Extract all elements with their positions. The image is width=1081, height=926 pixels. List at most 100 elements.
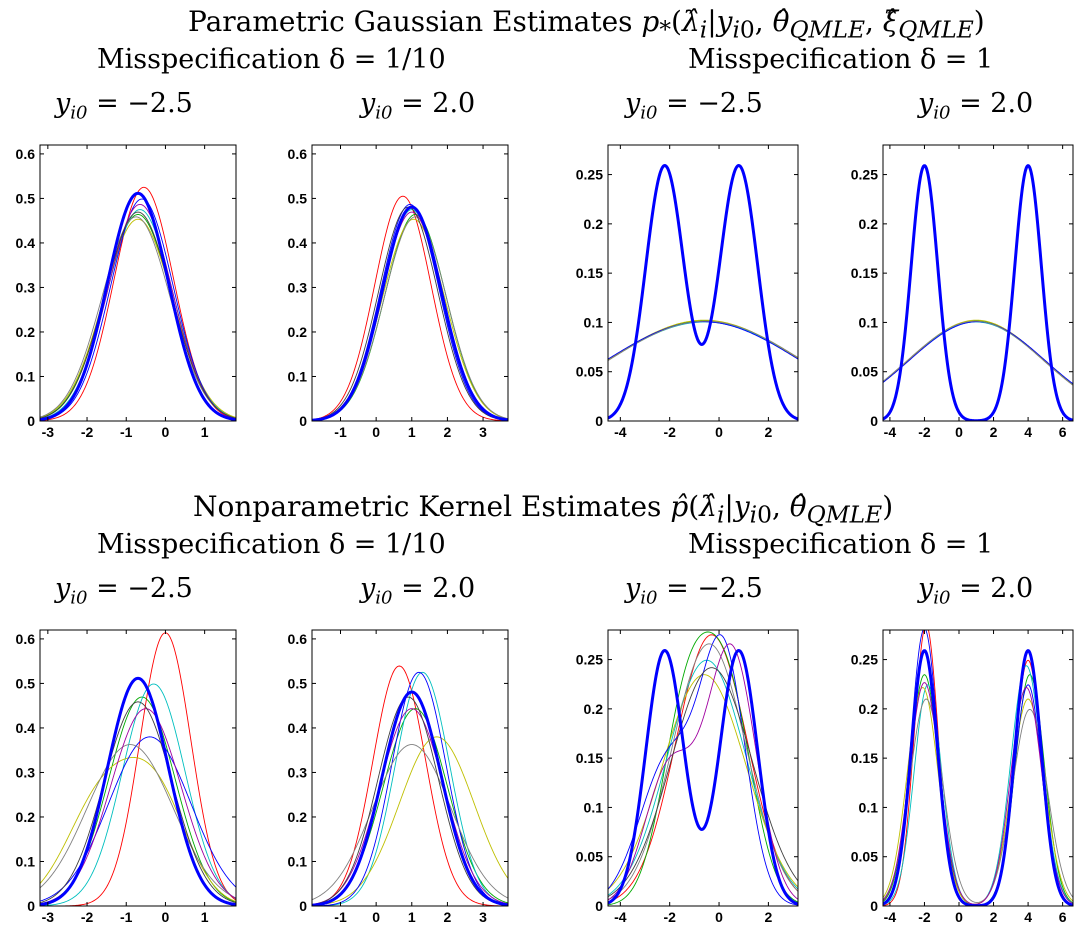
estimate-curve-6 bbox=[312, 216, 508, 421]
x-tick-label: 1 bbox=[201, 909, 209, 925]
y-tick-label: 0.3 bbox=[16, 764, 36, 780]
estimate-curve-4 bbox=[883, 319, 1073, 386]
estimate-curve-1 bbox=[40, 186, 236, 421]
axes-frame bbox=[39, 629, 237, 907]
panel-5: -3 -2 -1 0 1 0 0.1 0.2 0.3 0.4 0.5 0.6 bbox=[16, 629, 237, 925]
estimate-curve-3 bbox=[883, 321, 1073, 385]
x-tick-label: 1 bbox=[408, 909, 416, 925]
y-tick-label: 0 bbox=[27, 413, 35, 429]
true-density-curve bbox=[608, 649, 798, 906]
y-tick-label: 0.4 bbox=[16, 235, 36, 251]
estimate-curve-5 bbox=[883, 321, 1073, 385]
x-tick-label: 0 bbox=[162, 909, 170, 925]
y-pos-label-bottom-1: yi0 = 2.0 bbox=[360, 573, 476, 609]
estimate-curve-5 bbox=[608, 634, 798, 906]
estimate-curve-8 bbox=[312, 206, 508, 421]
misspec-large-label-top: Misspecification δ = 1 bbox=[688, 44, 994, 75]
y-tick-label: 0 bbox=[27, 898, 35, 914]
y-tick-label: 0.2 bbox=[16, 324, 36, 340]
misspec-large-label-bottom: Misspecification δ = 1 bbox=[688, 529, 994, 560]
x-tick-label: 2 bbox=[764, 909, 772, 925]
estimate-curve-3 bbox=[40, 209, 236, 420]
panel-1: -3 -2 -1 0 1 0 0.1 0.2 0.3 0.4 0.5 0.6 bbox=[16, 144, 237, 440]
x-tick-label: -4 bbox=[614, 909, 627, 925]
nonparametric-heading: Nonparametric Kernel Estimates p̂(λ̂i|yi… bbox=[193, 490, 894, 529]
y-tick-label: 0.1 bbox=[16, 853, 36, 869]
x-tick-label: 0 bbox=[715, 424, 723, 440]
y-tick-label: 0.25 bbox=[851, 167, 878, 183]
y-tick-label: 0 bbox=[299, 413, 307, 429]
y-tick-label: 0.1 bbox=[859, 799, 879, 815]
x-tick-label: -3 bbox=[42, 909, 55, 925]
estimate-curve-4 bbox=[608, 674, 798, 890]
axes-frame bbox=[39, 144, 237, 422]
y-pos-label-bottom-2: yi0 = 2.0 bbox=[918, 573, 1034, 609]
x-tick-label: 0 bbox=[955, 909, 963, 925]
x-tick-label: 2 bbox=[990, 909, 998, 925]
estimate-curve-2 bbox=[312, 708, 508, 906]
x-tick-label: -2 bbox=[81, 424, 94, 440]
x-tick-label: -1 bbox=[334, 909, 347, 925]
y-tick-label: 0.25 bbox=[576, 167, 603, 183]
x-tick-label: 2 bbox=[764, 424, 772, 440]
estimate-curve-6 bbox=[40, 744, 236, 899]
axes-frame bbox=[311, 629, 509, 907]
y-tick-label: 0 bbox=[595, 413, 603, 429]
y-tick-label: 0.25 bbox=[851, 652, 878, 668]
x-tick-label: 1 bbox=[201, 424, 209, 440]
y-tick-label: 0.2 bbox=[288, 324, 308, 340]
estimate-curve-8 bbox=[608, 667, 798, 898]
estimate-curve-3 bbox=[608, 659, 798, 896]
y-tick-label: 0.6 bbox=[16, 146, 36, 162]
x-tick-label: 0 bbox=[955, 424, 963, 440]
estimate-curve-7 bbox=[40, 203, 236, 420]
y-tick-label: 0.05 bbox=[576, 364, 603, 380]
y-tick-label: 0.1 bbox=[288, 853, 308, 869]
y-tick-label: 0.25 bbox=[576, 652, 603, 668]
misspec-small-label-bottom: Misspecification δ = 1/10 bbox=[97, 529, 446, 560]
y-tick-label: 0.2 bbox=[859, 701, 879, 717]
axes-frame bbox=[882, 629, 1074, 907]
parametric-heading: Parametric Gaussian Estimates p*(λ̂i|yi0… bbox=[188, 5, 985, 44]
panel-3: -4 -2 0 2 0 0.05 0.1 0.15 0.2 0.25 bbox=[576, 144, 799, 440]
y-tick-label: 0.3 bbox=[288, 764, 308, 780]
y-tick-label: 0.1 bbox=[584, 314, 604, 330]
estimate-curve-2 bbox=[883, 320, 1073, 385]
x-tick-label: -1 bbox=[120, 909, 133, 925]
x-tick-label: 2 bbox=[444, 909, 452, 925]
estimate-curve-5 bbox=[312, 203, 508, 421]
estimate-curve-1 bbox=[40, 632, 236, 906]
y-tick-label: 0.15 bbox=[851, 750, 878, 766]
estimate-curve-8 bbox=[40, 211, 236, 419]
x-tick-label: -2 bbox=[918, 424, 931, 440]
y-pos-label-top-1: yi0 = 2.0 bbox=[360, 88, 476, 124]
x-tick-label: -2 bbox=[81, 909, 94, 925]
x-tick-label: -1 bbox=[120, 424, 133, 440]
estimate-curve-4 bbox=[40, 757, 236, 902]
y-tick-label: 0.1 bbox=[859, 314, 879, 330]
x-tick-label: -2 bbox=[663, 909, 676, 925]
y-tick-label: 0.1 bbox=[16, 368, 36, 384]
y-tick-label: 0.05 bbox=[851, 364, 878, 380]
estimate-curve-5 bbox=[312, 671, 508, 906]
x-tick-label: 4 bbox=[1024, 424, 1032, 440]
y-tick-label: 0.3 bbox=[16, 279, 36, 295]
x-tick-label: -4 bbox=[884, 424, 897, 440]
y-tick-label: 0.5 bbox=[288, 675, 308, 691]
y-tick-label: 0 bbox=[299, 898, 307, 914]
estimate-curve-3 bbox=[312, 671, 508, 906]
estimate-curve-7 bbox=[312, 708, 508, 905]
y-pos-label-top-2: yi0 = 2.0 bbox=[918, 88, 1034, 124]
true-density-curve bbox=[40, 676, 236, 906]
x-tick-label: 3 bbox=[479, 909, 487, 925]
x-tick-label: 3 bbox=[479, 424, 487, 440]
x-tick-label: 2 bbox=[990, 424, 998, 440]
estimate-curve-6 bbox=[312, 744, 508, 901]
y-tick-label: 0.5 bbox=[288, 190, 308, 206]
y-tick-label: 0.6 bbox=[16, 631, 36, 647]
y-tick-label: 0.15 bbox=[576, 265, 603, 281]
axes-frame bbox=[607, 144, 799, 422]
y-tick-label: 0.05 bbox=[576, 849, 603, 865]
estimate-curve-7 bbox=[608, 643, 798, 901]
